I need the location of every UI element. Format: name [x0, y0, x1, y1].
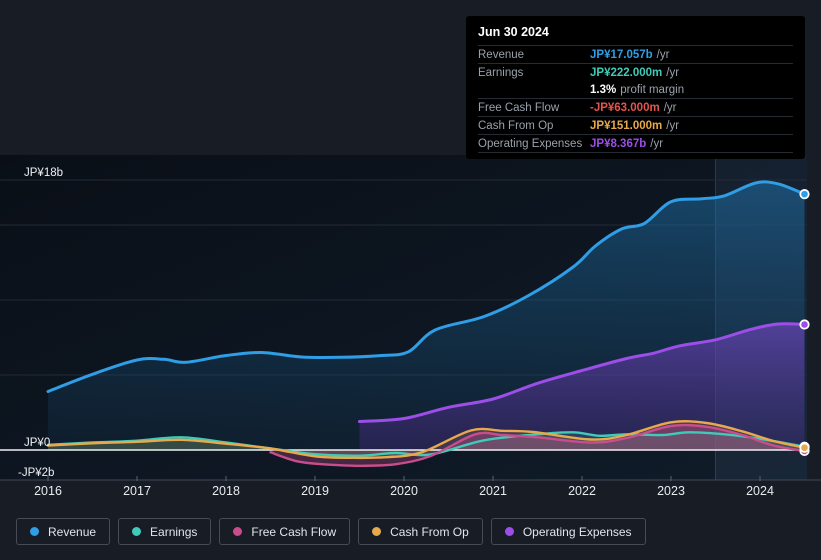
- legend-dot-icon: [372, 527, 382, 536]
- y-axis-label--jp-2b: -JP¥2b: [18, 467, 55, 479]
- marker-cash-from-op[interactable]: [799, 442, 810, 453]
- legend-item-operating-expenses[interactable]: Operating Expenses: [490, 518, 646, 545]
- tooltip-value: 1.3%: [590, 83, 617, 96]
- legend-dot-icon: [132, 527, 142, 536]
- tooltip-value-suffix: /yr: [666, 119, 680, 132]
- tooltip-value: JP¥8.367b: [590, 137, 647, 150]
- x-axis-ticks: [47, 476, 761, 481]
- x-axis-label-2020: 2020: [390, 484, 418, 498]
- legend-item-earnings[interactable]: Earnings: [118, 518, 212, 545]
- tooltip-label: Revenue: [478, 48, 525, 61]
- line-revenue[interactable]: [46, 180, 806, 393]
- x-axis-label-2016: 2016: [34, 484, 62, 498]
- tooltip-row-free-cash-flow: Free Cash Flow -JP¥63.000m/yr: [478, 98, 793, 116]
- legend-item-label: Operating Expenses: [522, 524, 632, 539]
- line-earnings[interactable]: [46, 431, 806, 457]
- tooltip-label: Operating Expenses: [478, 137, 583, 150]
- tooltip-label: Cash From Op: [478, 119, 554, 132]
- legend-item-free-cash-flow[interactable]: Free Cash Flow: [219, 518, 351, 545]
- line-free-cash-flow[interactable]: [269, 423, 806, 468]
- legend: Revenue Earnings Free Cash Flow Cash From O…: [16, 518, 646, 545]
- series-lines[interactable]: [46, 180, 806, 468]
- legend-item-label: Free Cash Flow: [251, 524, 337, 539]
- x-axis-label-2022: 2022: [568, 484, 596, 498]
- x-axis-label-2019: 2019: [301, 484, 329, 498]
- series-end-markers[interactable]: [799, 189, 810, 457]
- line-cash-from-op[interactable]: [46, 420, 806, 460]
- tooltip-row-cash-from-op: Cash From Op JP¥151.000m/yr: [478, 116, 793, 134]
- area-operating-expenses: [359, 323, 805, 450]
- tooltip-row-profit-margin: 1.3% profit margin: [478, 81, 793, 98]
- tooltip-value: JP¥17.057b: [590, 48, 653, 61]
- x-axis-label-2018: 2018: [212, 484, 240, 498]
- tooltip-date: Jun 30 2024: [478, 25, 549, 39]
- y-axis-label-jp-0: JP¥0: [24, 437, 51, 449]
- x-axis-label-2017: 2017: [123, 484, 151, 498]
- tooltip-value-suffix: /yr: [663, 101, 677, 114]
- tooltip: Jun 30 2024 Revenue JP¥17.057b/yr Earnings…: [466, 16, 805, 159]
- legend-item-label: Revenue: [48, 524, 97, 539]
- tooltip-row-earnings: Earnings JP¥222.000m/yr: [478, 63, 793, 81]
- y-axis-label-jp-18b: JP¥18b: [24, 167, 64, 179]
- legend-item-label: Cash From Op: [390, 524, 469, 539]
- tooltip-value-suffix: /yr: [656, 48, 670, 61]
- legend-item-revenue[interactable]: Revenue: [16, 518, 111, 545]
- tooltip-value-suffix: /yr: [666, 66, 680, 79]
- tooltip-value-suffix: profit margin: [620, 83, 685, 96]
- tooltip-row-revenue: Revenue JP¥17.057b/yr: [478, 45, 793, 63]
- tooltip-value: JP¥222.000m: [590, 66, 663, 79]
- legend-item-label: Earnings: [150, 524, 198, 539]
- x-axis-label-2024: 2024: [746, 484, 774, 498]
- area-cash-from-op: [48, 421, 805, 458]
- tooltip-value-suffix: /yr: [650, 137, 664, 150]
- marker-revenue[interactable]: [799, 189, 810, 200]
- marker-operating-expenses[interactable]: [799, 319, 810, 330]
- x-axis-label-2023: 2023: [657, 484, 685, 498]
- tooltip-value: JP¥151.000m: [590, 119, 663, 132]
- legend-dot-icon: [233, 527, 243, 536]
- legend-item-cash-from-op[interactable]: Cash From Op: [358, 518, 483, 545]
- tooltip-row-operating-expenses: Operating Expenses JP¥8.367b/yr: [478, 134, 793, 152]
- x-axis-label-2021: 2021: [479, 484, 507, 498]
- tooltip-label: Free Cash Flow: [478, 101, 560, 114]
- tooltip-label: Earnings: [478, 66, 524, 79]
- line-operating-expenses[interactable]: [358, 322, 806, 423]
- tooltip-divider: [478, 152, 793, 155]
- legend-dot-icon: [504, 527, 514, 536]
- legend-dot-icon: [30, 527, 39, 536]
- tooltip-value: -JP¥63.000m: [590, 101, 660, 114]
